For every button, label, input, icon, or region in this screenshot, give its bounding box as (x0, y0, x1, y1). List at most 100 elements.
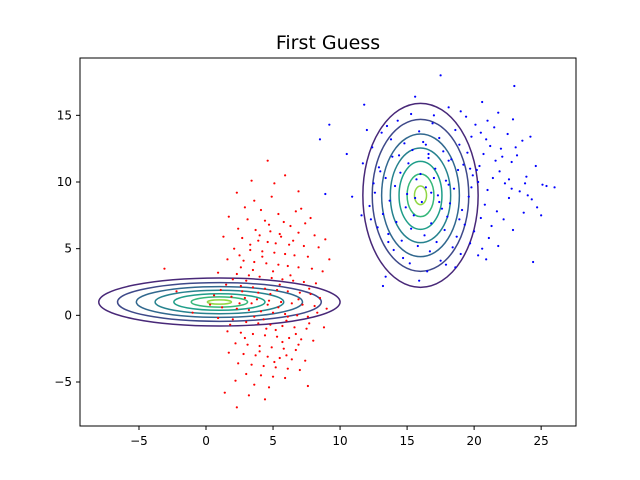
scatter-point (175, 290, 178, 293)
contour-2-level-7 (413, 185, 428, 206)
scatter-point (245, 279, 248, 282)
scatter-point (470, 186, 473, 189)
scatter-point (351, 195, 354, 198)
scatter-point (279, 300, 283, 304)
scatter-point (493, 126, 496, 129)
scatter-point (306, 384, 309, 388)
scatter-point (521, 139, 524, 142)
scatter-point (363, 103, 366, 106)
scatter-point (273, 182, 276, 185)
scatter-point (300, 207, 303, 210)
scatter-point (278, 232, 281, 236)
scatter-point (286, 315, 289, 318)
scatter-point (289, 224, 292, 228)
scatter-point (243, 336, 246, 340)
scatter-point (447, 183, 450, 186)
scatter-point (271, 270, 275, 273)
scatter-point (396, 119, 399, 122)
scatter-point (462, 163, 465, 166)
contour-1-level-6 (190, 296, 249, 308)
scatter-point (490, 224, 493, 228)
scatter-point (308, 322, 311, 325)
scatter-point (274, 242, 277, 245)
scatter-point (267, 223, 271, 226)
scatter-point (404, 206, 407, 209)
scatter-point (376, 226, 379, 229)
scatter-point (395, 220, 398, 224)
scatter-point (522, 211, 525, 214)
scatter-point (503, 182, 507, 185)
scatter-point (419, 172, 422, 176)
scatter-point (387, 240, 390, 244)
scatter-point (507, 196, 511, 200)
scatter-point (455, 235, 458, 238)
scatter-point (304, 359, 307, 362)
scatter-point (284, 174, 287, 177)
scatter-point (220, 306, 224, 309)
y-axis: −5 0 5 10 15 (54, 108, 80, 389)
scatter-point (306, 255, 309, 258)
scatter-point (298, 291, 301, 294)
contour-2-level-5 (398, 160, 443, 231)
scatter-point (401, 256, 405, 260)
scatter-point (282, 347, 285, 350)
scatter-point (451, 246, 454, 249)
scatter-point (262, 318, 265, 321)
scatter-point (249, 243, 252, 246)
scatter-point (318, 296, 322, 300)
scatter-point (237, 227, 240, 230)
scatter-point (282, 220, 285, 224)
scatter-point (381, 212, 385, 216)
scatter-point (491, 176, 494, 180)
scatter-point (436, 194, 440, 197)
scatter-point (270, 276, 273, 280)
scatter-point (526, 194, 529, 197)
scatter-point (250, 179, 253, 182)
scatter-point (485, 258, 488, 261)
scatter-point (414, 196, 417, 200)
scatter-point (372, 182, 375, 185)
scatter-point (246, 343, 249, 346)
scatter-point (381, 284, 385, 288)
scatter-point (452, 187, 456, 190)
scatter-point (269, 323, 272, 326)
contour-2-level-4 (389, 147, 452, 244)
scatter-point (277, 263, 280, 266)
scatter-point (285, 354, 288, 357)
scatter-point (481, 247, 484, 250)
scatter-point (430, 191, 433, 194)
scatter-point (518, 190, 521, 193)
y-tick-label: 0 (64, 308, 72, 322)
scatter-point (277, 212, 280, 216)
scatter-point (212, 294, 216, 297)
scatter-point (297, 343, 300, 346)
scatter-point (415, 178, 418, 181)
scatter-point (523, 182, 527, 185)
scatter-point (432, 176, 436, 180)
scatter-point (510, 160, 513, 164)
scatter-point (266, 355, 269, 358)
scatter-point (407, 162, 410, 165)
scatter-point (553, 186, 556, 189)
scatter-point (443, 228, 446, 232)
scatter-point (483, 203, 486, 206)
scatter-point (242, 259, 245, 262)
contour-1-level-5 (173, 292, 266, 312)
scatter-point (424, 143, 427, 146)
scatter-point (471, 174, 474, 177)
scatter-point (502, 218, 505, 221)
scatter-point (271, 375, 275, 378)
scatter-point (251, 286, 255, 289)
scatter-point (495, 210, 499, 213)
scatter-point (385, 124, 389, 128)
scatter-point (308, 287, 311, 290)
scatter-point (243, 206, 246, 209)
scatter-point (529, 135, 532, 138)
x-tick-label: 10 (332, 434, 347, 448)
scatter-point (427, 156, 430, 160)
scatter-point (293, 254, 296, 257)
contour-1-level-1 (98, 277, 341, 327)
scatter-point (233, 247, 236, 250)
scatter-point (227, 351, 230, 354)
